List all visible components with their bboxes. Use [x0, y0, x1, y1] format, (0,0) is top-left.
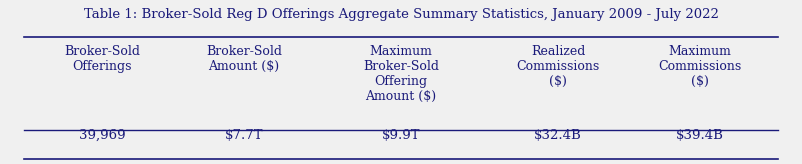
- Text: $32.4B: $32.4B: [534, 129, 582, 142]
- Text: Broker-Sold
Offerings: Broker-Sold Offerings: [64, 45, 140, 73]
- Text: Maximum
Commissions
($): Maximum Commissions ($): [658, 45, 741, 88]
- Text: $9.9T: $9.9T: [382, 129, 420, 142]
- Text: Table 1: Broker-Sold Reg D Offerings Aggregate Summary Statistics, January 2009 : Table 1: Broker-Sold Reg D Offerings Agg…: [83, 8, 719, 21]
- Text: Maximum
Broker-Sold
Offering
Amount ($): Maximum Broker-Sold Offering Amount ($): [363, 45, 439, 103]
- Text: Realized
Commissions
($): Realized Commissions ($): [516, 45, 600, 88]
- Text: $39.4B: $39.4B: [676, 129, 723, 142]
- Text: Broker-Sold
Amount ($): Broker-Sold Amount ($): [206, 45, 282, 73]
- Text: 39,969: 39,969: [79, 129, 126, 142]
- Text: $7.7T: $7.7T: [225, 129, 263, 142]
